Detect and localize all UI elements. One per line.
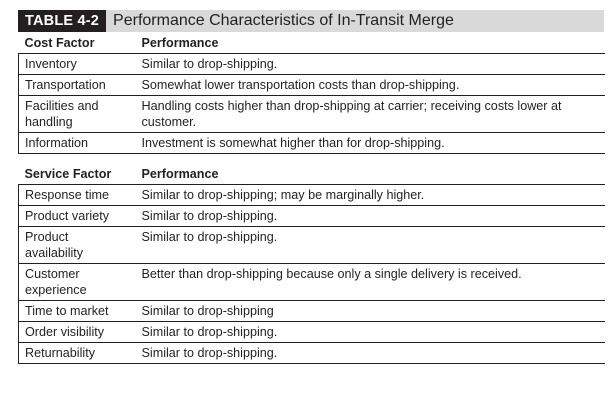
factor-cell: Product availability	[18, 226, 133, 264]
performance-cell: Similar to drop-shipping	[132, 300, 605, 322]
table-row: Product variety Similar to drop-shipping…	[18, 205, 605, 227]
performance-cell: Similar to drop-shipping.	[132, 53, 605, 75]
performance-cell: Investment is somewhat higher than for d…	[132, 132, 605, 154]
cost-factor-header: Cost Factor	[18, 32, 133, 54]
table-title: Performance Characteristics of In-Transi…	[113, 12, 454, 29]
table-title-bar: TABLE 4-2 Performance Characteristics of…	[18, 10, 604, 32]
performance-cell: Handling costs higher than drop-shipping…	[132, 95, 605, 133]
service-factor-header: Service Factor	[18, 153, 133, 185]
table-row: Customer experience Better than drop-shi…	[18, 263, 605, 301]
table-row: Inventory Similar to drop-shipping.	[18, 53, 605, 75]
performance-cell: Similar to drop-shipping.	[132, 342, 605, 364]
performance-cell: Similar to drop-shipping.	[132, 205, 605, 227]
table-row: Time to market Similar to drop-shipping	[18, 300, 605, 322]
factor-cell: Returnability	[18, 342, 133, 364]
performance-cell: Somewhat lower transportation costs than…	[132, 74, 605, 96]
performance-cell: Similar to drop-shipping.	[132, 321, 605, 343]
table-figure: TABLE 4-2 Performance Characteristics of…	[18, 10, 605, 364]
factor-cell: Product variety	[18, 205, 133, 227]
service-header-row: Service Factor Performance	[18, 153, 605, 185]
performance-cell: Better than drop-shipping because only a…	[132, 263, 605, 301]
table-row: Product availability Similar to drop-shi…	[18, 226, 605, 264]
factor-cell: Inventory	[18, 53, 133, 75]
table-row: Facilities and handling Handling costs h…	[18, 95, 605, 133]
table-row: Order visibility Similar to drop-shippin…	[18, 321, 605, 343]
table-number: TABLE 4-2	[18, 10, 107, 32]
table-row: Information Investment is somewhat highe…	[18, 132, 605, 154]
table-row: Response time Similar to drop-shipping; …	[18, 184, 605, 206]
performance-cell: Similar to drop-shipping; may be margina…	[132, 184, 605, 206]
performance-table: Cost Factor Performance Inventory Simila…	[18, 32, 605, 364]
table-row: Returnability Similar to drop-shipping.	[18, 342, 605, 364]
factor-cell: Transportation	[18, 74, 133, 96]
factor-cell: Response time	[18, 184, 133, 206]
service-performance-header: Performance	[132, 153, 605, 185]
factor-cell: Customer experience	[18, 263, 133, 301]
factor-cell: Time to market	[18, 300, 133, 322]
factor-cell: Information	[18, 132, 133, 154]
factor-cell: Order visibility	[18, 321, 133, 343]
performance-cell: Similar to drop-shipping.	[132, 226, 605, 264]
factor-cell: Facilities and handling	[18, 95, 133, 133]
table-row: Transportation Somewhat lower transporta…	[18, 74, 605, 96]
cost-header-row: Cost Factor Performance	[18, 32, 605, 54]
cost-performance-header: Performance	[132, 32, 605, 54]
